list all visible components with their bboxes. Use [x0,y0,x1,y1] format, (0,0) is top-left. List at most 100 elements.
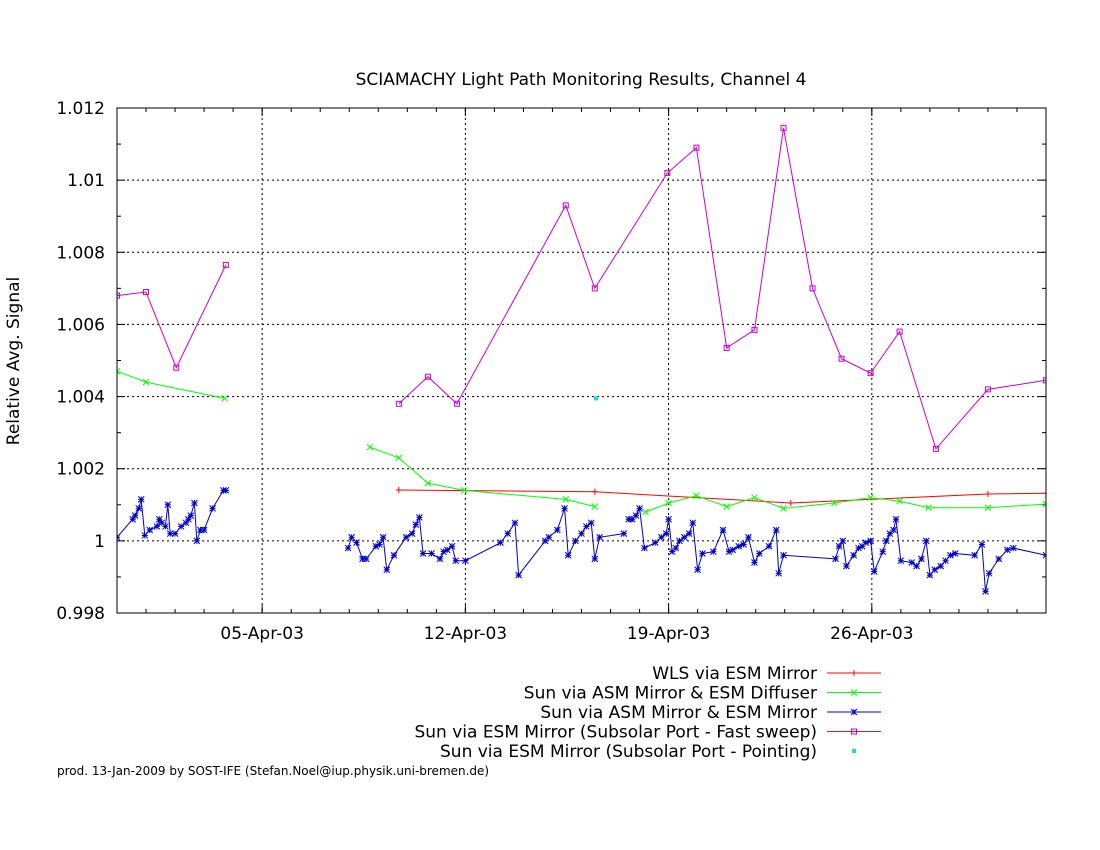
data-point [843,562,850,570]
data-point [541,537,549,545]
y-tick-label: 1.006 [56,315,105,335]
data-point [867,370,874,377]
y-tick-label: 1.002 [56,460,105,480]
data-point [594,396,599,401]
series-4 [117,124,1046,452]
chart-title: SCIAMACHY Light Path Monitoring Results,… [356,70,807,90]
data-point [668,548,676,556]
data-point [448,542,456,550]
data-point [553,526,561,534]
x-tick-label: 19-Apr-03 [627,624,710,644]
data-point [896,328,903,335]
data-point [137,496,145,503]
data-point [858,542,866,550]
legend-swatch-marker [850,708,858,716]
legend-label: Sun via ESM Mirror (Subsolar Port - Fast… [414,723,817,743]
legend-label: Sun via ESM Mirror (Subsolar Port - Poin… [440,742,817,762]
data-point [164,501,172,509]
data-point [693,144,700,151]
data-point [578,530,585,537]
data-point [664,169,671,176]
x-tick-label: 05-Apr-03 [220,624,303,644]
data-point [460,487,468,494]
data-point [562,496,570,503]
data-point [937,562,945,570]
legend-label: WLS via ESM Mirror [652,664,817,684]
data-point [835,542,843,550]
data-point [395,400,402,407]
data-point [344,544,352,552]
y-tick-label: 1.012 [56,99,105,119]
data-point [191,499,198,507]
y-tick-label: 0.998 [56,604,105,624]
data-point [657,533,665,541]
data-point [436,555,444,563]
data-point [925,504,933,512]
data-point [412,521,420,528]
data-point [729,546,737,554]
data-point [765,542,773,550]
data-point [428,550,435,557]
y-tick-label: 1.01 [67,171,105,191]
data-point [680,533,688,541]
data-point [158,519,166,527]
series-group [117,124,1046,595]
data-point [830,499,838,507]
data-point [879,548,887,556]
data-point [641,544,648,552]
data-point [416,514,423,521]
data-point [587,519,595,527]
data-point [424,479,432,487]
data-point [142,378,150,386]
data-point [452,557,460,565]
data-point [892,515,900,523]
data-point [628,515,636,523]
data-point [222,487,230,494]
data-point [735,542,743,550]
data-point [591,488,598,495]
data-point [676,537,683,545]
data-point [462,557,469,565]
data-point [591,555,599,563]
data-point [222,261,229,268]
data-point [665,515,672,523]
data-point [862,539,870,547]
footer-credit: prod. 13-Jan-2009 by SOST-IFE (Stefan.No… [57,764,490,778]
data-point [141,532,149,539]
series-line [398,489,1046,504]
data-point [197,526,204,534]
data-point [596,533,603,541]
data-point [1009,544,1017,552]
data-point [185,515,192,523]
data-point [723,503,731,510]
data-point [408,530,416,537]
series-line [398,127,1046,450]
data-point [545,533,553,541]
series-line [347,508,624,577]
data-point [642,508,649,516]
data-point [359,555,366,563]
x-tick-label: 26-Apr-03 [830,624,913,644]
data-point [443,546,451,554]
data-point [1043,377,1046,384]
data-point [390,551,398,559]
data-point [694,566,701,574]
data-point [366,443,374,451]
data-point [932,445,939,452]
data-point [886,530,894,537]
data-point [511,519,519,527]
data-point [1003,546,1011,554]
data-point [867,494,874,501]
data-point [693,492,700,500]
data-point [193,537,201,545]
grid [117,108,1046,613]
data-point [745,533,752,541]
y-tick-label: 1 [94,532,105,552]
plot-frame [116,107,1047,614]
data-point [897,557,905,565]
data-point [591,503,599,510]
data-point [1043,490,1046,497]
data-point [685,530,693,537]
data-point [117,367,121,375]
